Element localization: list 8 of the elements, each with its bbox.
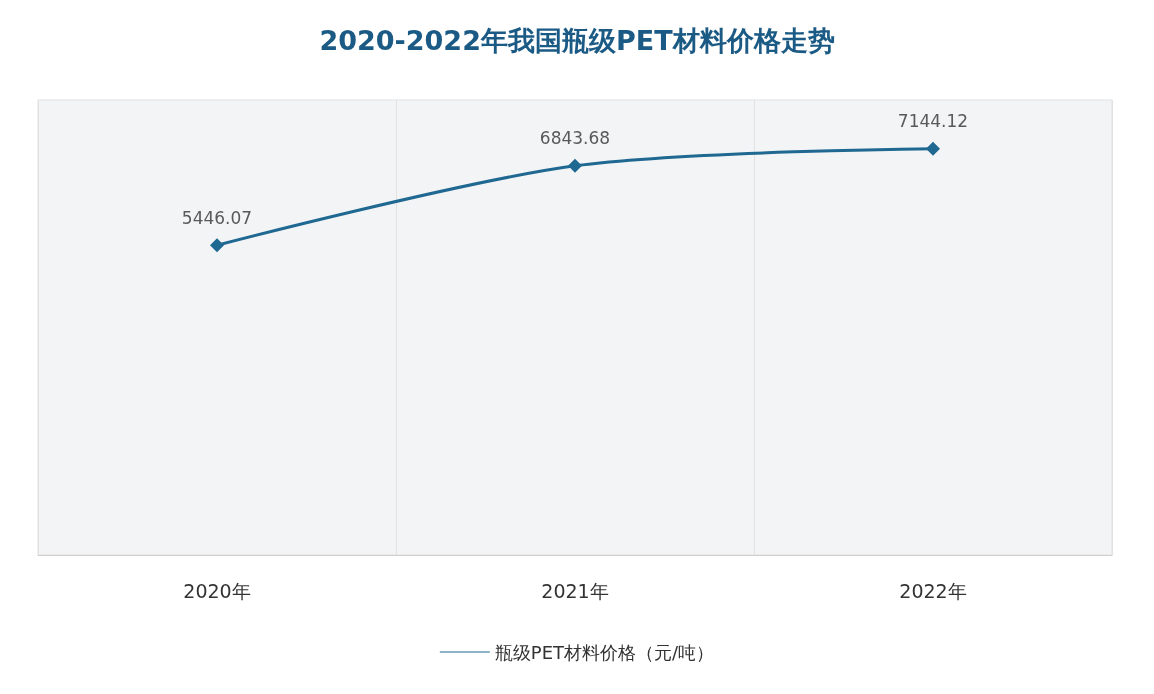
x-tick-label: 2021年 xyxy=(541,579,609,602)
data-label: 5446.07 xyxy=(181,207,253,228)
x-tick-label: 2020年 xyxy=(183,579,251,602)
legend-label: 瓶级PET材料价格（元/吨） xyxy=(494,641,715,663)
x-tick-label: 2022年 xyxy=(899,579,967,602)
data-label: 6843.68 xyxy=(539,128,611,149)
data-label: 7144.12 xyxy=(897,111,969,132)
chart-title: 2020-2022年我国瓶级PET材料价格走势 xyxy=(319,25,835,56)
